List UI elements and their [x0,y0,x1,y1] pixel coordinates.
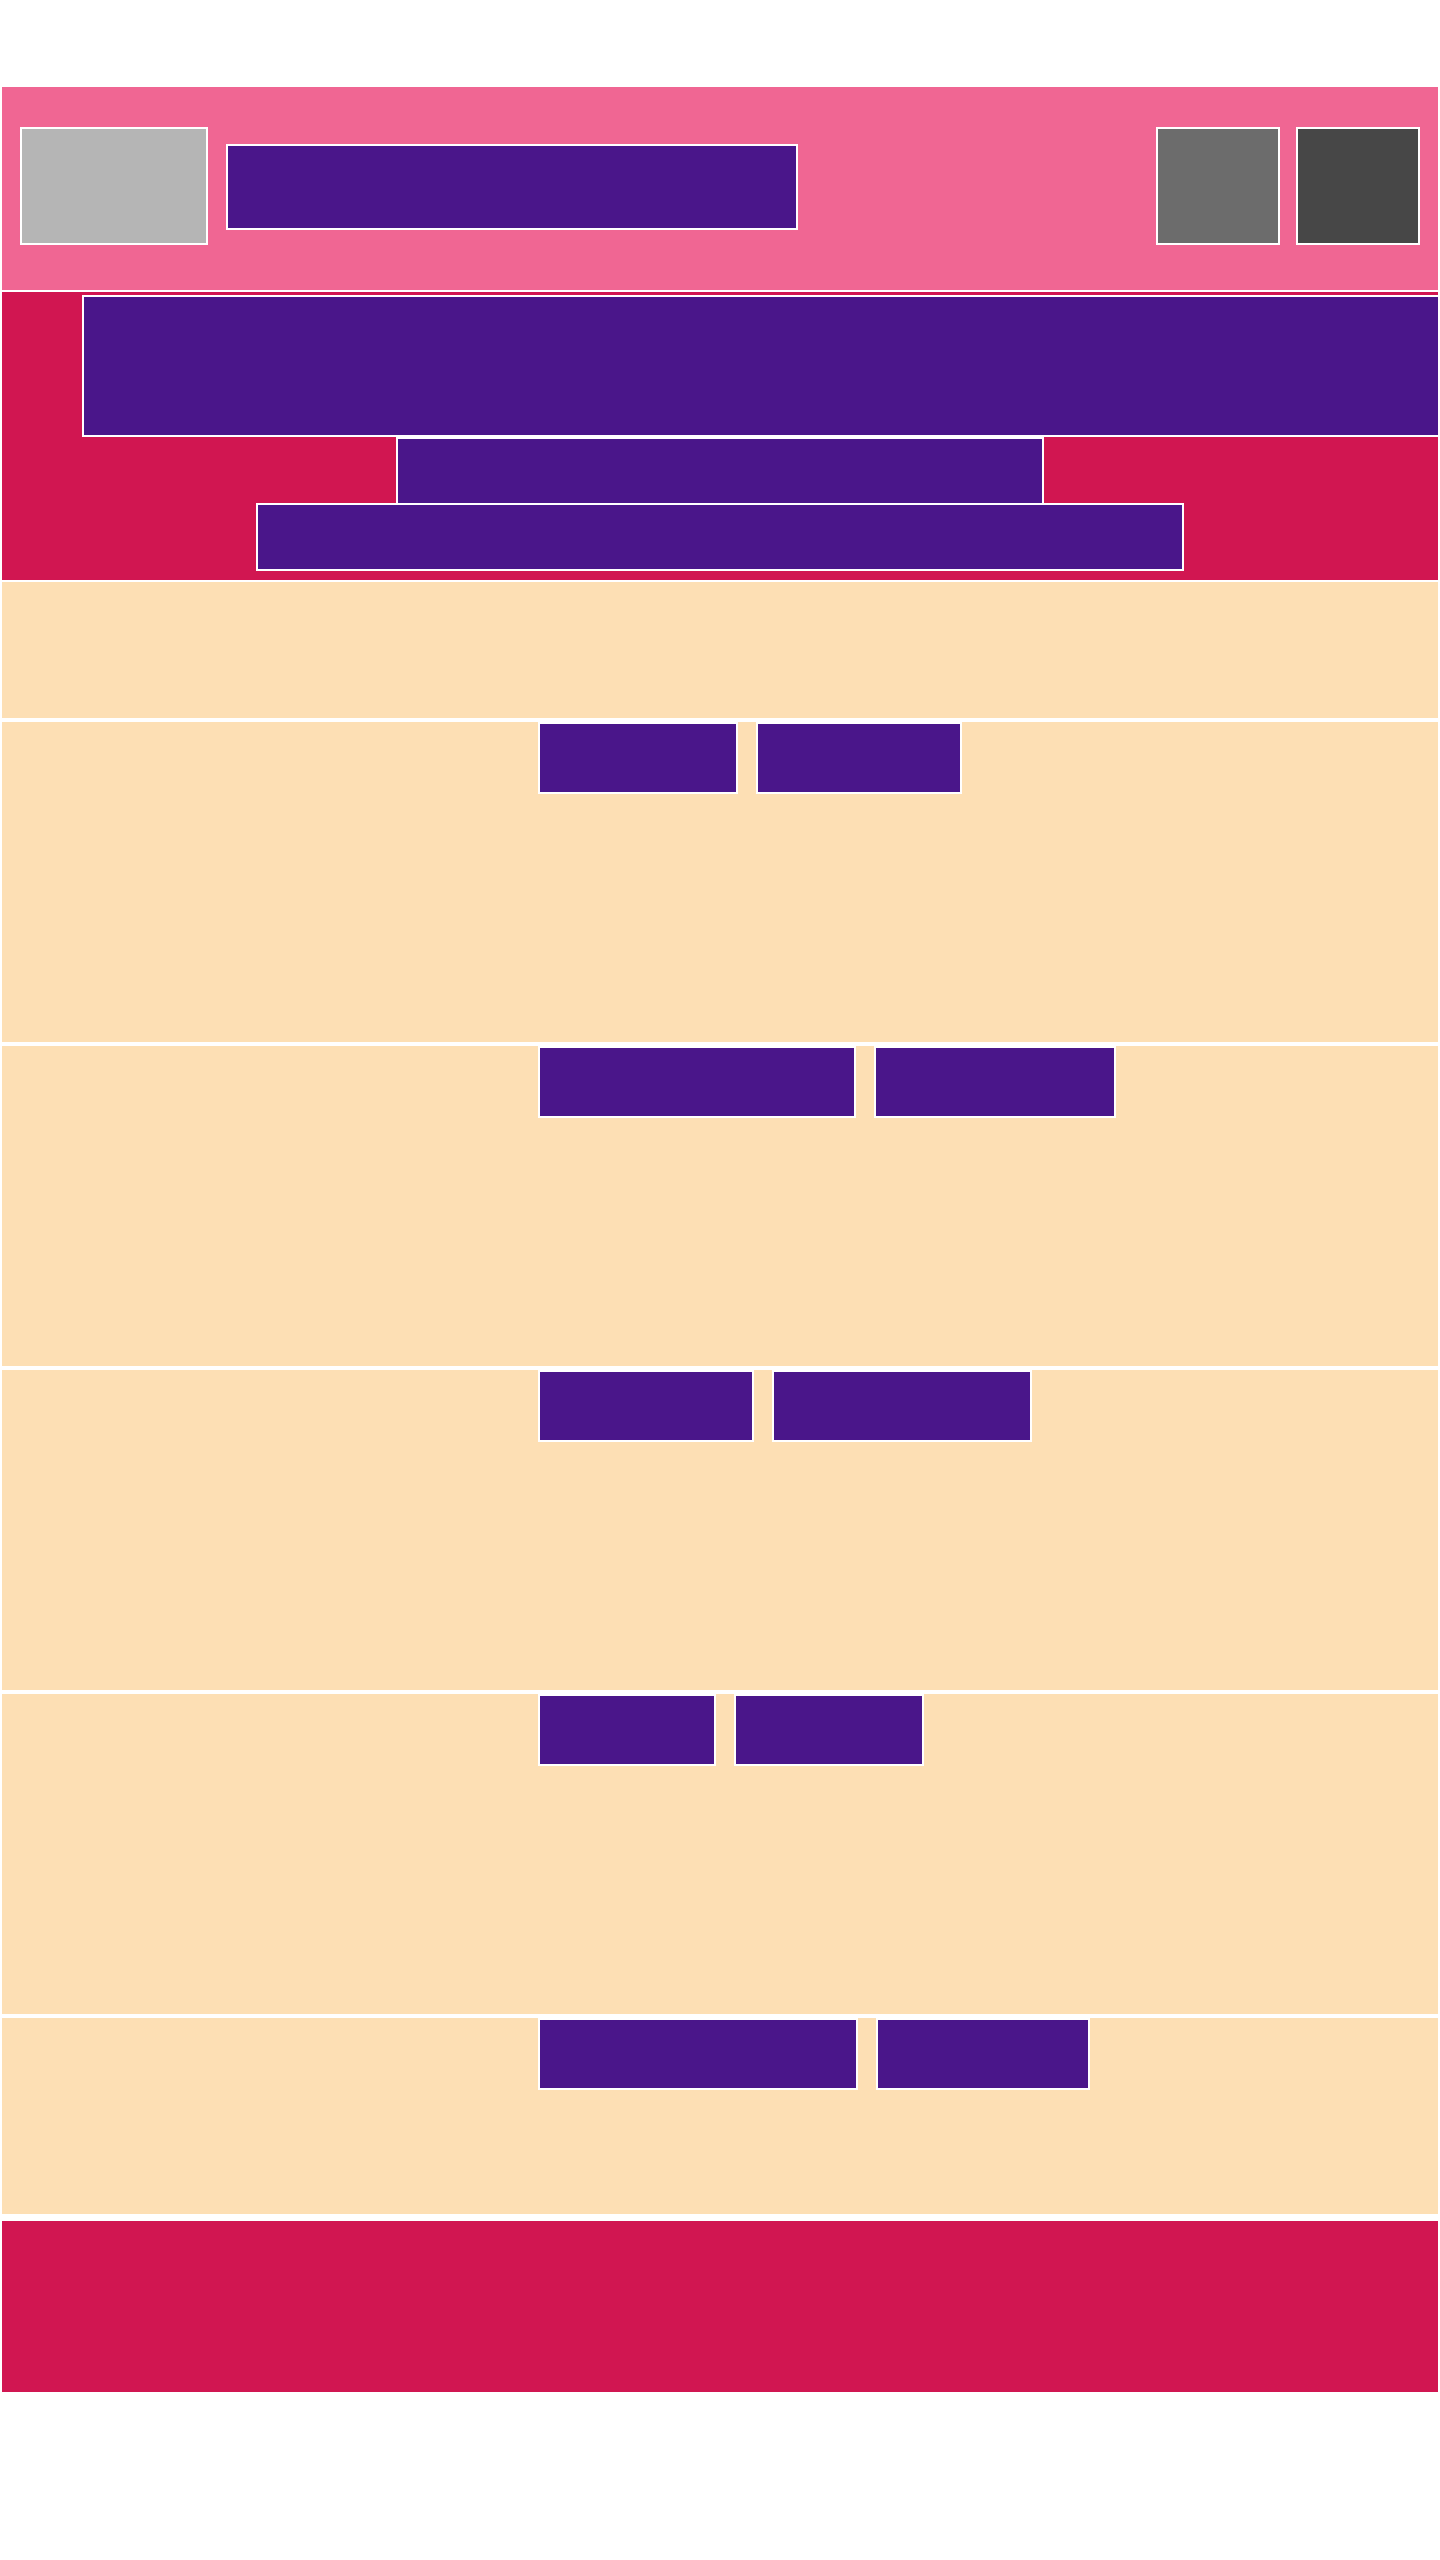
list-item-meta [734,1694,924,1766]
list-item [2,722,1438,1046]
intro-band [2,582,1438,722]
list-item-meta [876,2018,1090,2090]
list-item-label[interactable] [538,2018,858,2090]
list-item [2,1370,1438,1694]
hero-headline [82,295,1438,437]
hero-banner [2,292,1438,580]
logo[interactable] [20,127,208,245]
content-list [2,582,1438,2214]
list-item [2,1046,1438,1370]
list-item-label[interactable] [538,722,738,794]
site-title [226,144,798,230]
list-item [2,2018,1438,2214]
list-item-label[interactable] [538,1694,716,1766]
list-item-meta [756,722,962,794]
list-item-label[interactable] [538,1046,856,1118]
hero-cta-button[interactable] [256,503,1184,571]
hero-subheadline [396,437,1044,505]
list-item-label[interactable] [538,1370,754,1442]
header-action-button-2[interactable] [1296,127,1420,245]
list-item-meta [772,1370,1032,1442]
list-item [2,1694,1438,2018]
list-item-meta [874,1046,1116,1118]
header-bar [2,87,1438,290]
header-action-button-1[interactable] [1156,127,1280,245]
footer [2,2221,1438,2392]
